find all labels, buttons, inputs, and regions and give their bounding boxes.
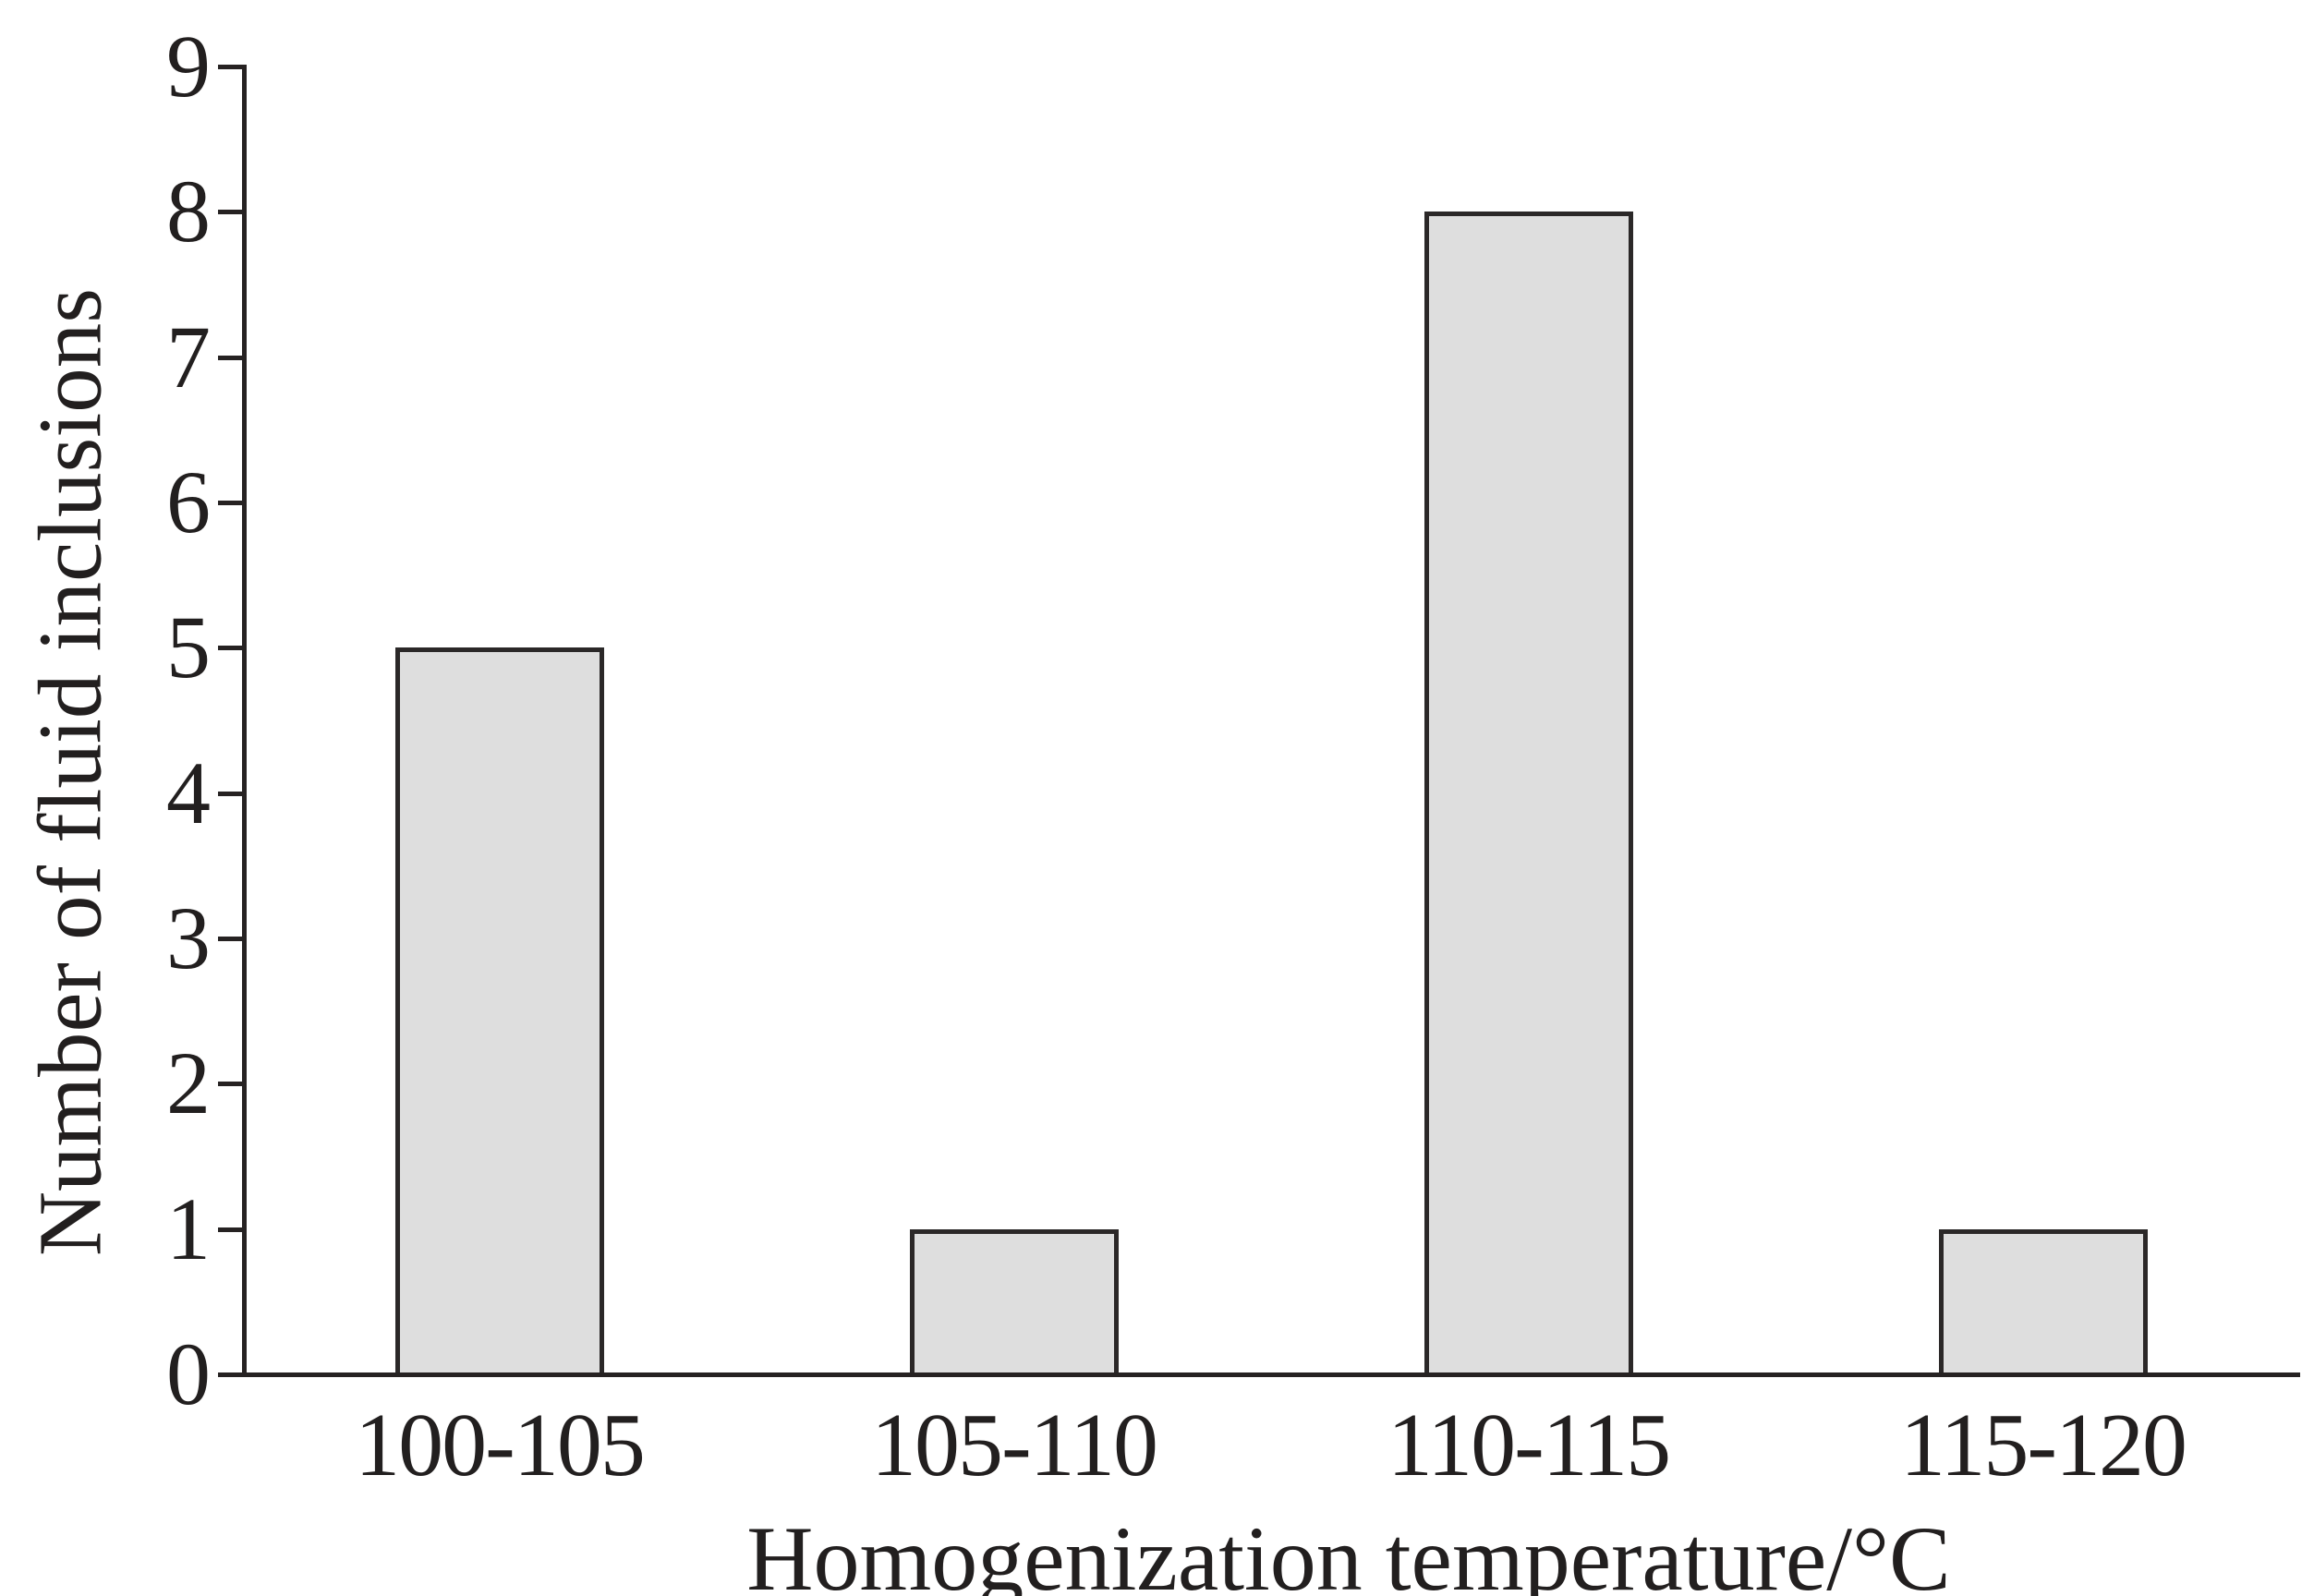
y-tick-mark [218, 355, 243, 360]
y-tick-mark [218, 501, 243, 505]
x-axis-title: Homogenization temperature/°C [746, 1507, 1951, 1596]
y-tick-mark [218, 646, 243, 651]
y-tick-label: 1 [166, 1179, 211, 1278]
bar-105-110 [909, 1228, 1119, 1374]
y-tick-label: 4 [166, 743, 211, 842]
x-category-label: 115-120 [1900, 1396, 2187, 1495]
y-tick-label: 7 [166, 307, 211, 406]
x-category-label: 110-115 [1387, 1396, 1671, 1495]
y-axis-line [242, 65, 247, 1377]
y-tick-label: 2 [166, 1034, 211, 1133]
x-category-label: 105-110 [871, 1396, 1158, 1495]
y-tick-label: 5 [166, 598, 211, 697]
y-tick-mark [218, 1082, 243, 1087]
y-tick-mark [218, 791, 243, 796]
y-tick-label: 9 [166, 17, 211, 115]
y-tick-mark [218, 937, 243, 941]
y-tick-mark [218, 1227, 243, 1232]
y-tick-mark [218, 1372, 243, 1377]
bar-110-115 [1424, 212, 1633, 1374]
x-category-label: 100-105 [355, 1396, 646, 1495]
y-tick-label: 0 [166, 1324, 211, 1423]
y-tick-label: 6 [166, 453, 211, 551]
y-tick-mark [218, 210, 243, 215]
bar-100-105 [394, 647, 604, 1374]
x-axis-line [242, 1372, 2300, 1377]
y-tick-mark [218, 65, 243, 69]
y-tick-label: 8 [166, 162, 211, 261]
bar-115-120 [1938, 1228, 2148, 1374]
y-tick-label: 3 [166, 889, 211, 987]
